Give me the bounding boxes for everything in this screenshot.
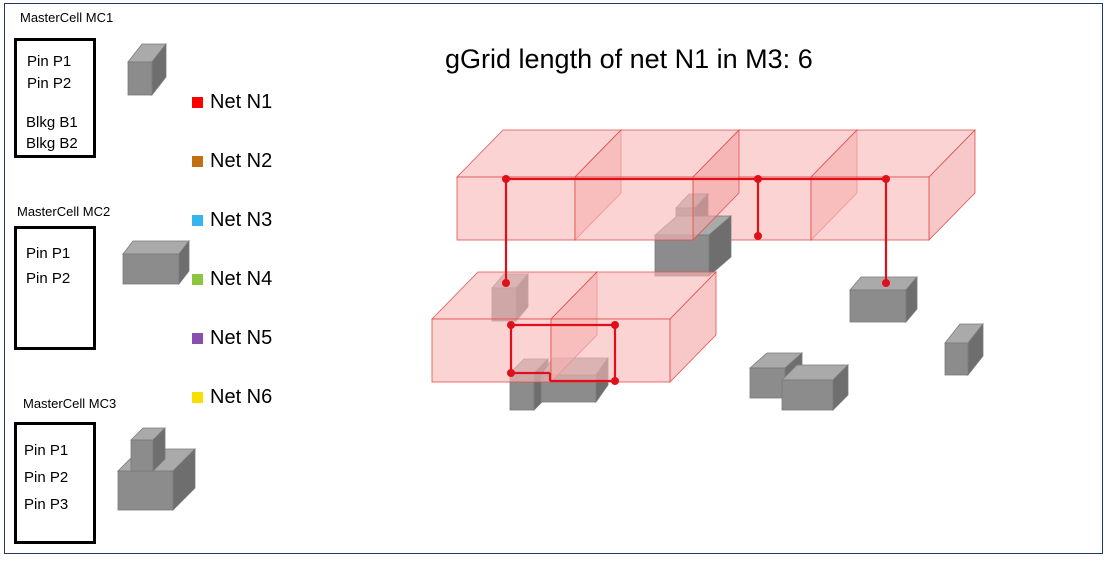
legend-label-n2: Net N2 <box>210 149 273 172</box>
net-n1-route <box>502 175 890 385</box>
route-via-3 <box>882 175 890 183</box>
mastercell-mc3-label: MasterCell MC3 <box>23 396 117 411</box>
legend-item-n1: Net N1 <box>192 90 272 114</box>
mastercell-mc2-box: Pin P1 Pin P2 <box>14 226 96 350</box>
route-via-1 <box>502 175 510 183</box>
legend-label-n1: Net N1 <box>210 90 273 113</box>
placed-cell-4-front <box>849 289 907 323</box>
route-via-2 <box>754 175 762 183</box>
lower-ggrid-2-front <box>550 318 671 383</box>
placed-cell-6-front <box>749 367 786 399</box>
placed-cell-2-front <box>654 234 710 277</box>
mastercell-mc2-label: MasterCell MC2 <box>17 204 111 219</box>
legend-item-n3: Net N3 <box>192 208 272 232</box>
mc1-blkg-b1: Blkg B1 <box>26 114 78 131</box>
mc2-pin-p2: Pin P2 <box>26 270 71 287</box>
mastercell-mc1-label: MasterCell MC1 <box>20 10 114 25</box>
upper-ggrid-1-front <box>456 176 576 241</box>
legend-swatch-n6 <box>192 391 203 403</box>
route-via-7 <box>507 321 515 329</box>
placed-cell-5 <box>944 322 984 377</box>
mc2-cell-icon-front <box>122 253 180 285</box>
upper-ggrid-2-front <box>574 176 694 241</box>
legend-swatch-n3 <box>192 214 203 226</box>
route-via-8 <box>611 321 619 329</box>
mc3-cell-base-icon-front <box>117 470 174 511</box>
mc3-cell-top-icon <box>130 427 166 472</box>
mc2-cell-icon <box>122 239 190 286</box>
mc3-pin-p3: Pin P3 <box>24 496 69 513</box>
legend-label-n4: Net N4 <box>210 267 273 290</box>
legend-label-n6: Net N6 <box>210 385 273 408</box>
legend-label-n5: Net N5 <box>210 326 273 349</box>
mc3-cell-top-icon-front <box>130 439 154 472</box>
legend-swatch-n4 <box>192 273 203 285</box>
mc1-blkg-b2: Blkg B2 <box>26 135 78 152</box>
mastercell-mc1-box: Pin P1 Pin P2 Blkg B1 Blkg B2 <box>14 38 96 158</box>
upper-ggrid-4-front <box>810 176 930 241</box>
upper-ggrid-2 <box>574 129 740 241</box>
lower-ggrid-2 <box>550 271 717 383</box>
route-via-6 <box>882 279 890 287</box>
placed-cell-7-front <box>781 379 834 411</box>
legend-item-n5: Net N5 <box>192 326 272 350</box>
mc3-pin-p1: Pin P1 <box>24 442 69 459</box>
upper-ggrid-4 <box>810 129 976 241</box>
legend-item-n6: Net N6 <box>192 385 272 409</box>
mastercell-mc3-box: Pin P1 Pin P2 Pin P3 <box>14 422 96 544</box>
route-via-10 <box>611 377 619 385</box>
lower-ggrid-1 <box>431 271 598 383</box>
route-via-9 <box>507 369 515 377</box>
slide-frame <box>4 3 1103 554</box>
legend-label-n3: Net N3 <box>210 208 273 231</box>
mc1-cell-icon <box>127 42 167 97</box>
mc2-cell-icon-top <box>122 240 190 255</box>
mc1-pin-p1: Pin P1 <box>27 53 72 70</box>
legend-swatch-n2 <box>192 155 203 167</box>
legend-swatch-n1 <box>192 96 203 108</box>
legend-swatch-n5 <box>192 332 203 344</box>
route-via-4 <box>754 232 762 240</box>
mc1-pin-p2: Pin P2 <box>27 75 72 92</box>
legend-item-n4: Net N4 <box>192 267 272 291</box>
placed-cell-7 <box>781 364 849 411</box>
route-via-5 <box>502 279 510 287</box>
mc2-pin-p1: Pin P1 <box>26 245 71 262</box>
mc1-cell-icon-front <box>127 61 153 96</box>
mc3-pin-p2: Pin P2 <box>24 469 69 486</box>
diagram-title: gGrid length of net N1 in M3: 6 <box>445 44 813 74</box>
placed-cell-5-front <box>944 342 969 376</box>
ggrid-front-layer <box>431 129 976 383</box>
legend-item-n2: Net N2 <box>192 149 272 173</box>
